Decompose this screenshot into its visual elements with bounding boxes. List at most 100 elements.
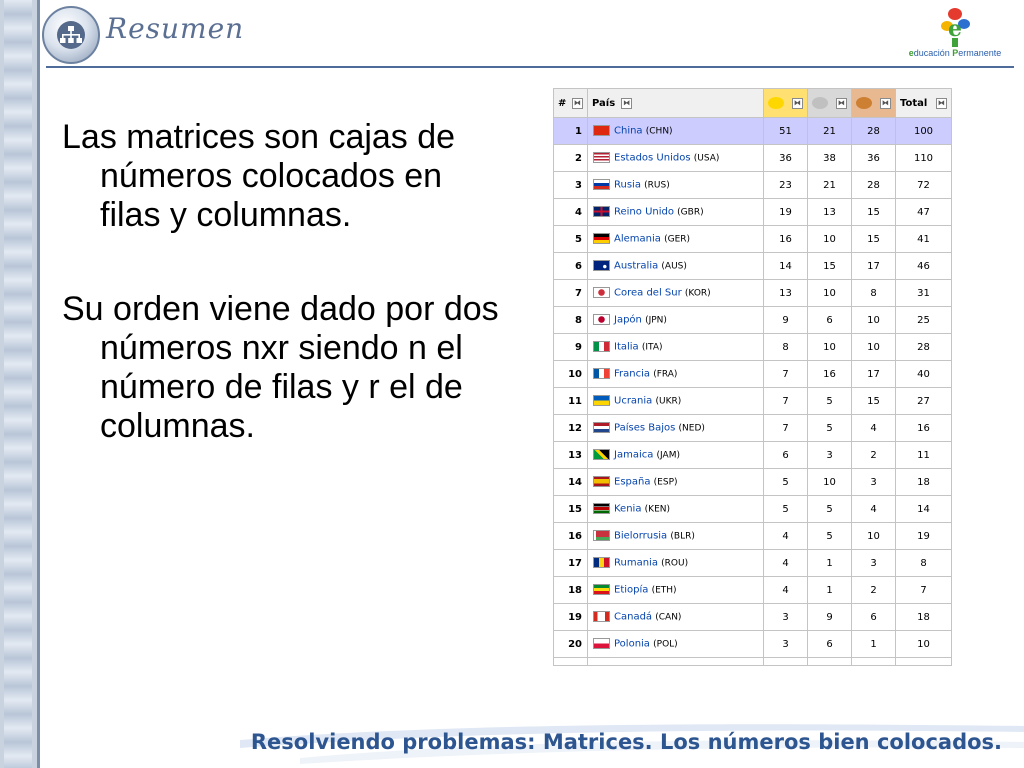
usa-flag-icon [593, 152, 610, 164]
page-title: Resumen [106, 12, 245, 45]
gold-cell: 7 [763, 387, 808, 415]
table-row: 12 Países Bajos (NED) 7 5 4 16 [553, 414, 952, 442]
country-link[interactable]: Etiopía [614, 584, 649, 596]
total-cell: 25 [895, 306, 952, 334]
country-code: (CAN) [655, 612, 682, 623]
country-code: (RUS) [644, 180, 670, 191]
silver-cell: 3 [807, 441, 852, 469]
country-link[interactable]: Japón [614, 314, 642, 326]
country-link[interactable]: Alemania [614, 233, 661, 245]
bronze-cell: 15 [851, 225, 896, 253]
poland-flag-icon [593, 638, 610, 650]
table-row: 1 China (CHN) 51 21 28 100 [553, 117, 952, 145]
decorative-left-strip [0, 0, 40, 768]
sort-icon[interactable]: ⧓ [836, 97, 847, 109]
country-link[interactable]: Australia [614, 260, 659, 272]
country-cell: Jamaica (JAM) [587, 441, 764, 469]
total-cell: 16 [895, 414, 952, 442]
country-cell: Italia (ITA) [587, 333, 764, 361]
rank-cell: 18 [553, 576, 588, 604]
header-total[interactable]: Total ⧓ [895, 88, 952, 118]
country-link[interactable]: Corea del Sur [614, 287, 682, 299]
country-link[interactable]: Reino Unido [614, 206, 674, 218]
gold-cell: 23 [763, 171, 808, 199]
silver-cell: 38 [807, 144, 852, 172]
country-link[interactable]: Kenia [614, 503, 642, 515]
country-link[interactable]: Polonia [614, 638, 650, 650]
country-link[interactable]: Italia [614, 341, 639, 353]
table-row: 11 Ucrania (UKR) 7 5 15 27 [553, 387, 952, 415]
silver-cell: 9 [807, 603, 852, 631]
header-gold-medal[interactable]: ⧓ [763, 88, 808, 118]
gold-cell: 16 [763, 225, 808, 253]
country-link[interactable]: Rusia [614, 179, 641, 191]
country-link[interactable]: Canadá [614, 611, 653, 623]
rank-cell: 12 [553, 414, 588, 442]
country-link[interactable]: Países Bajos [614, 422, 676, 434]
belarus-flag-icon [593, 530, 610, 542]
country-link[interactable]: Jamaica [614, 449, 654, 461]
rank-cell: 2 [553, 144, 588, 172]
table-row: 20 Polonia (POL) 3 6 1 10 [553, 630, 952, 658]
sort-icon[interactable]: ⧓ [621, 97, 633, 109]
country-code: (CHN) [645, 126, 673, 137]
sort-icon[interactable]: ⧓ [880, 97, 891, 109]
country-link[interactable]: España [614, 476, 651, 488]
sort-icon[interactable]: ⧓ [792, 97, 803, 109]
spain-flag-icon [593, 476, 610, 488]
sort-icon[interactable]: ⧓ [936, 97, 947, 109]
table-row: 18 Etiopía (ETH) 4 1 2 7 [553, 576, 952, 604]
silver-cell: 21 [807, 117, 852, 145]
header-country[interactable]: País ⧓ [587, 88, 764, 118]
table-row: 6 Australia (AUS) 14 15 17 46 [553, 252, 952, 280]
country-cell: Rusia (RUS) [587, 171, 764, 199]
bronze-cell: 15 [851, 387, 896, 415]
total-cell: 18 [895, 603, 952, 631]
country-code: (UKR) [655, 396, 682, 407]
header-rank[interactable]: # ⧓ [553, 88, 588, 118]
rank-cell: 15 [553, 495, 588, 523]
country-cell: Rumania (ROU) [587, 549, 764, 577]
total-cell: 46 [895, 252, 952, 280]
country-link[interactable]: Francia [614, 368, 651, 380]
bronze-cell: 2 [851, 441, 896, 469]
table-row: 9 Italia (ITA) 8 10 10 28 [553, 333, 952, 361]
country-link[interactable]: Ucrania [614, 395, 653, 407]
total-cell: 18 [895, 468, 952, 496]
country-code: (KEN) [644, 504, 670, 515]
russia-flag-icon [593, 179, 610, 191]
table-row-partial [553, 657, 952, 666]
brand-logo: e educación Permanente [895, 4, 1015, 62]
country-link[interactable]: Bielorrusia [614, 530, 668, 542]
gold-cell: 13 [763, 279, 808, 307]
total-cell: 8 [895, 549, 952, 577]
country-code: (KOR) [684, 288, 711, 299]
sort-icon[interactable]: ⧓ [572, 97, 583, 109]
country-cell: Canadá (CAN) [587, 603, 764, 631]
silver-cell: 5 [807, 495, 852, 523]
silver-cell: 6 [807, 630, 852, 658]
country-code: (GER) [664, 234, 691, 245]
footer-swoosh [240, 724, 1024, 764]
ethiopia-flag-icon [593, 584, 610, 596]
table-row: 4 Reino Unido (GBR) 19 13 15 47 [553, 198, 952, 226]
country-link[interactable]: Estados Unidos [614, 152, 691, 164]
table-row: 3 Rusia (RUS) 23 21 28 72 [553, 171, 952, 199]
rank-cell: 6 [553, 252, 588, 280]
body-text: Las matrices son cajas de números coloca… [62, 118, 502, 501]
country-link[interactable]: Rumania [614, 557, 658, 569]
silver-cell: 5 [807, 414, 852, 442]
country-link[interactable]: China [614, 125, 643, 137]
kenya-flag-icon [593, 503, 610, 515]
country-cell: Kenia (KEN) [587, 495, 764, 523]
country-code: (NED) [678, 423, 705, 434]
header-bronze-medal[interactable]: ⧓ [851, 88, 896, 118]
header-silver-medal[interactable]: ⧓ [807, 88, 852, 118]
rank-cell: 10 [553, 360, 588, 388]
strip-pattern [4, 0, 32, 768]
country-cell: Etiopía (ETH) [587, 576, 764, 604]
table-row: 10 Francia (FRA) 7 16 17 40 [553, 360, 952, 388]
table-row: 19 Canadá (CAN) 3 9 6 18 [553, 603, 952, 631]
silver-cell: 10 [807, 468, 852, 496]
bronze-cell: 4 [851, 414, 896, 442]
